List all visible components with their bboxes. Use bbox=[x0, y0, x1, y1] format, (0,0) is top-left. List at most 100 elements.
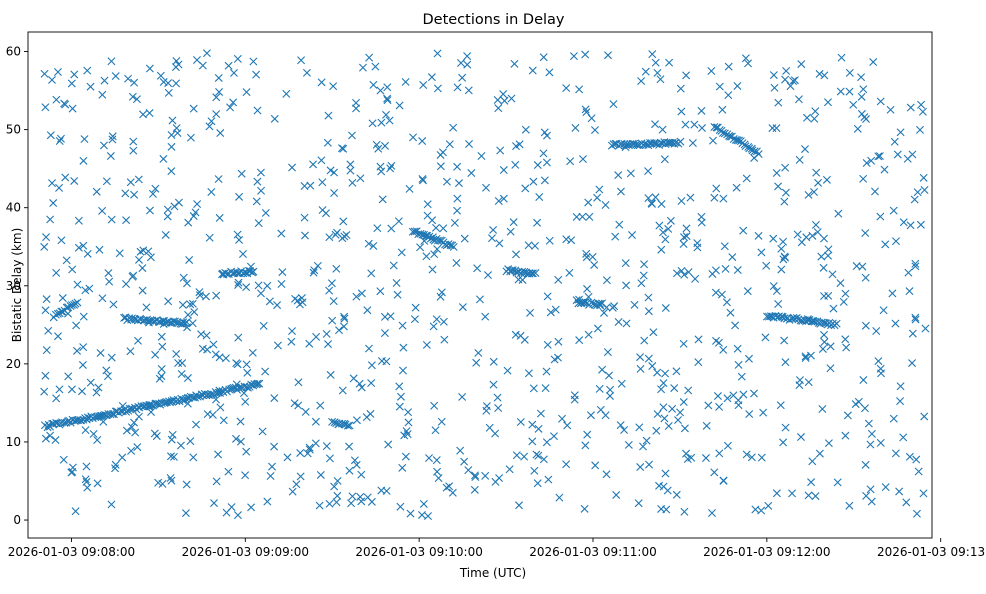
data-point-marker bbox=[178, 359, 187, 368]
data-point-marker bbox=[352, 460, 361, 469]
data-point-marker bbox=[770, 83, 779, 92]
data-point-marker bbox=[572, 296, 581, 305]
data-point-marker bbox=[536, 409, 545, 418]
data-point-marker bbox=[540, 176, 549, 185]
data-point-marker bbox=[914, 467, 923, 476]
data-point-marker bbox=[294, 378, 303, 387]
data-point-marker bbox=[433, 49, 442, 58]
data-point-marker bbox=[216, 403, 225, 412]
data-point-marker bbox=[99, 411, 108, 420]
data-point-marker bbox=[912, 509, 921, 518]
data-point-marker bbox=[533, 218, 542, 227]
data-point-marker bbox=[367, 379, 376, 388]
data-point-marker bbox=[657, 385, 666, 394]
data-point-marker bbox=[453, 83, 462, 92]
data-point-marker bbox=[871, 187, 879, 196]
data-point-marker bbox=[237, 169, 246, 178]
data-point-marker bbox=[78, 360, 87, 369]
data-point-marker bbox=[139, 110, 148, 119]
data-point-marker bbox=[781, 163, 790, 172]
data-point-marker bbox=[252, 70, 261, 79]
data-point-marker bbox=[837, 53, 846, 62]
data-point-marker bbox=[64, 303, 73, 312]
data-point-marker bbox=[598, 365, 607, 374]
data-point-marker bbox=[845, 68, 854, 77]
data-point-marker bbox=[634, 499, 643, 508]
data-point-marker bbox=[726, 308, 735, 317]
data-point-marker bbox=[569, 52, 578, 61]
data-point-marker bbox=[670, 384, 679, 393]
data-point-marker bbox=[606, 391, 614, 400]
data-point-marker bbox=[602, 303, 611, 312]
data-point-marker bbox=[575, 336, 584, 345]
data-point-marker bbox=[53, 309, 62, 318]
data-point-marker bbox=[820, 330, 829, 339]
data-point-marker bbox=[103, 372, 112, 381]
data-point-marker bbox=[757, 453, 766, 462]
data-point-marker bbox=[420, 236, 429, 245]
data-point-marker bbox=[106, 410, 115, 419]
data-point-marker bbox=[511, 330, 520, 339]
data-point-marker bbox=[874, 152, 883, 161]
data-point-marker bbox=[581, 441, 590, 450]
data-point-marker bbox=[554, 337, 563, 346]
data-point-marker bbox=[644, 307, 653, 316]
data-point-marker bbox=[418, 174, 427, 183]
data-point-marker bbox=[510, 59, 519, 68]
data-point-marker bbox=[495, 239, 504, 248]
data-point-marker bbox=[911, 313, 920, 322]
data-point-marker bbox=[186, 133, 195, 142]
data-point-marker bbox=[649, 328, 658, 337]
data-point-marker bbox=[427, 73, 436, 82]
data-point-marker bbox=[494, 197, 503, 205]
data-point-marker bbox=[330, 168, 339, 177]
data-point-marker bbox=[698, 124, 707, 133]
data-point-marker bbox=[166, 473, 175, 482]
data-point-marker bbox=[895, 487, 904, 496]
data-point-marker bbox=[590, 260, 599, 269]
data-point-marker bbox=[595, 185, 604, 194]
data-point-marker bbox=[747, 453, 756, 462]
data-point-marker bbox=[737, 372, 746, 381]
data-point-marker bbox=[386, 164, 395, 173]
data-point-marker bbox=[386, 312, 395, 321]
data-point-marker bbox=[429, 235, 438, 244]
data-point-marker bbox=[811, 107, 820, 116]
data-point-marker bbox=[95, 245, 104, 254]
data-point-marker bbox=[676, 137, 685, 146]
data-point-marker bbox=[177, 370, 186, 379]
data-point-marker bbox=[482, 402, 491, 411]
data-point-marker bbox=[363, 306, 372, 315]
data-point-marker bbox=[41, 371, 50, 380]
data-point-marker bbox=[400, 431, 409, 440]
data-point-marker bbox=[744, 354, 753, 363]
x-tick-label: 2026-01-03 09:13:00 bbox=[877, 545, 986, 559]
data-point-marker bbox=[723, 441, 732, 450]
data-point-marker bbox=[105, 277, 114, 286]
data-point-marker bbox=[516, 418, 525, 426]
data-point-marker bbox=[343, 421, 352, 430]
data-point-marker bbox=[819, 263, 828, 272]
data-point-marker bbox=[335, 326, 343, 335]
data-point-marker bbox=[494, 104, 503, 113]
data-point-marker bbox=[121, 189, 130, 198]
data-point-marker bbox=[126, 347, 135, 356]
data-point-marker bbox=[593, 193, 602, 202]
data-point-marker bbox=[215, 213, 224, 222]
data-point-marker bbox=[67, 385, 76, 394]
data-point-marker bbox=[732, 183, 741, 192]
data-point-marker bbox=[682, 71, 691, 80]
data-point-marker bbox=[73, 346, 81, 355]
data-point-marker bbox=[777, 265, 786, 274]
data-point-marker bbox=[273, 301, 282, 310]
data-point-marker bbox=[888, 289, 897, 298]
data-point-marker bbox=[679, 240, 688, 249]
data-point-marker bbox=[433, 467, 442, 476]
data-point-marker bbox=[751, 505, 760, 514]
data-point-marker bbox=[614, 317, 623, 326]
data-point-marker bbox=[691, 274, 700, 283]
data-point-marker bbox=[376, 86, 385, 95]
data-point-marker bbox=[910, 195, 919, 204]
data-point-marker bbox=[71, 299, 80, 308]
data-point-marker bbox=[742, 174, 751, 183]
